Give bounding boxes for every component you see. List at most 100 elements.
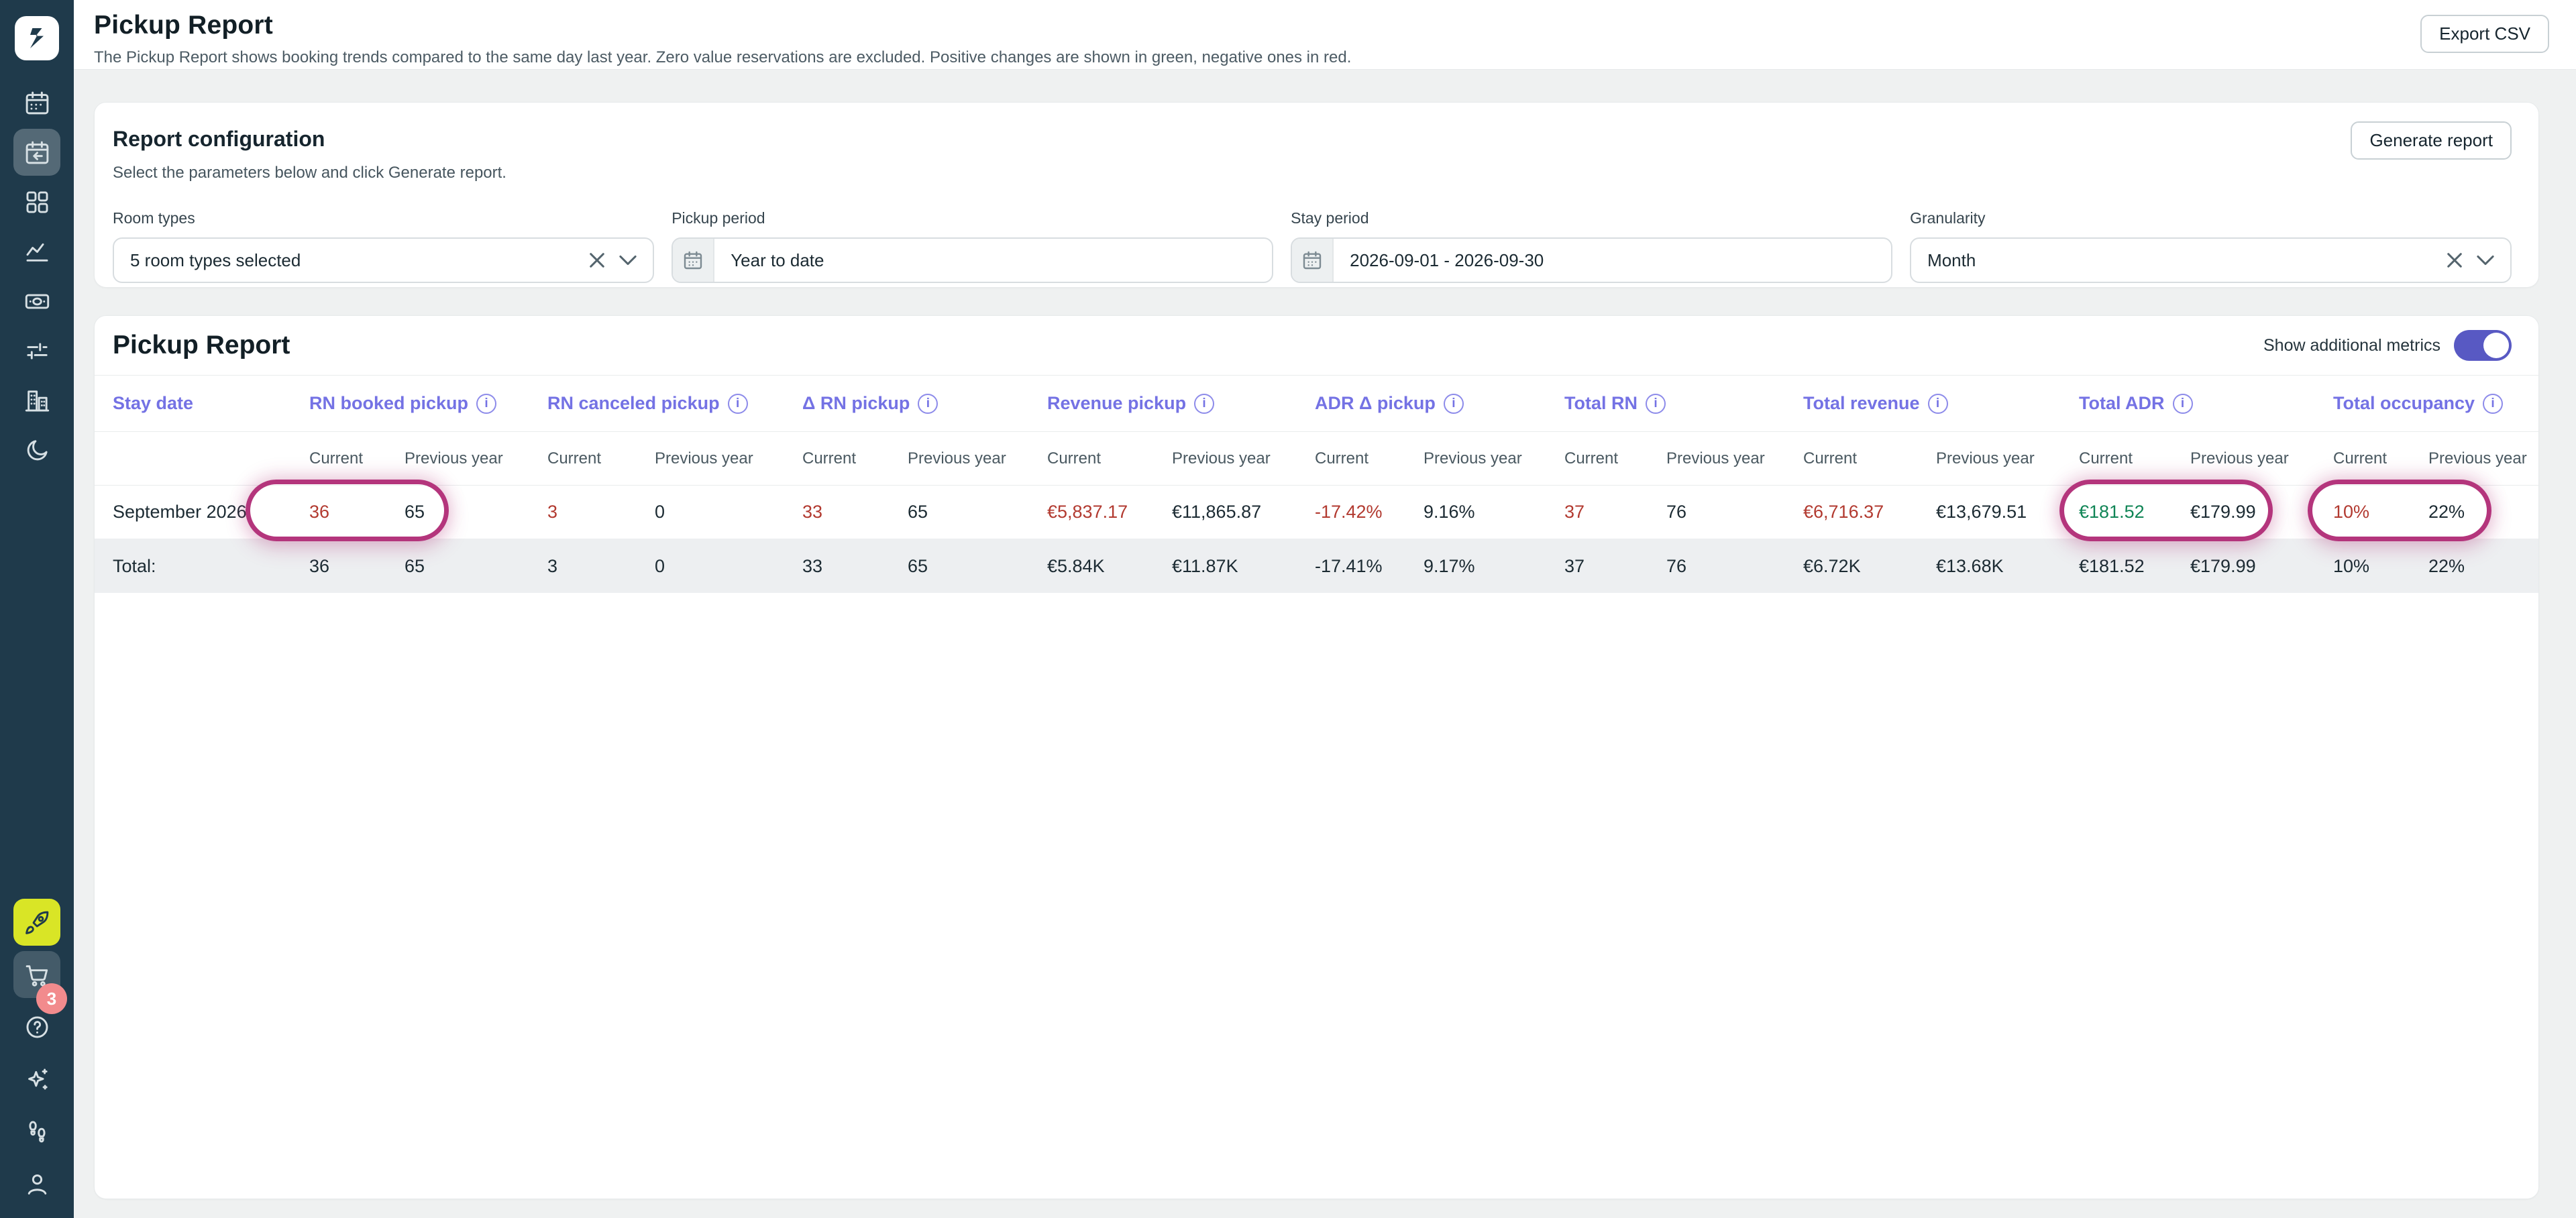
chevron-down-icon[interactable] <box>619 252 637 269</box>
sidebar-item-dark-mode[interactable] <box>13 427 60 474</box>
table-total-row: Total: 36 65 3 0 33 65 €5.84K €11.87K -1… <box>95 539 2538 593</box>
rn-canceled-current: 3 <box>547 502 558 522</box>
pickup-period-input[interactable]: Year to date <box>672 237 1274 283</box>
subheader-previous-year: Previous year <box>405 449 503 467</box>
total-adr-delta-current: -17.41% <box>1315 555 1383 576</box>
subheader-current: Current <box>309 449 364 467</box>
sidebar-item-launch[interactable] <box>13 899 60 946</box>
info-icon[interactable]: i <box>1646 393 1666 414</box>
column-header-stay-date[interactable]: Stay date <box>113 393 194 413</box>
subheader-current: Current <box>1315 449 1369 467</box>
config-fields: Room types 5 room types selected Pickup … <box>113 209 2512 283</box>
granularity-value: Month <box>1927 250 1976 270</box>
column-header-rn-booked-pickup[interactable]: RN booked pickup i <box>309 393 547 414</box>
sidebar-item-apps[interactable] <box>13 178 60 225</box>
sidebar-item-pickup-report[interactable] <box>13 129 60 176</box>
total-rn-booked-previous: 65 <box>405 555 425 576</box>
config-subtitle: Select the parameters below and click Ge… <box>113 164 506 182</box>
total-revenue-current: €6,716.37 <box>1803 502 1884 522</box>
sidebar-item-account[interactable] <box>13 1160 60 1207</box>
room-types-select[interactable]: 5 room types selected <box>113 237 655 283</box>
moon-icon <box>27 439 48 460</box>
page-header: Pickup Report The Pickup Report shows bo… <box>74 0 2576 70</box>
subheader-current: Current <box>1564 449 1619 467</box>
adr-delta-current: -17.42% <box>1315 502 1383 522</box>
granularity-label: Granularity <box>1910 209 1986 227</box>
rn-canceled-previous: 0 <box>655 502 665 522</box>
info-icon[interactable]: i <box>2483 393 2504 414</box>
delta-rn-previous: 65 <box>908 502 928 522</box>
info-icon[interactable]: i <box>476 393 497 414</box>
sidebar-item-help[interactable]: 3 <box>13 983 67 1050</box>
total-rn-previous: 76 <box>1666 502 1687 522</box>
total-total-revenue-previous: €13.68K <box>1936 555 2004 576</box>
info-icon[interactable]: i <box>1443 393 1464 414</box>
total-adr-current: €181.52 <box>2079 502 2145 522</box>
stay-period-input[interactable]: 2026-09-01 - 2026-09-30 <box>1291 237 1893 283</box>
sidebar-item-settings[interactable] <box>13 327 60 374</box>
column-header-total-rn[interactable]: Total RN i <box>1564 393 1803 414</box>
sidebar-item-analytics[interactable] <box>13 228 60 275</box>
export-csv-button[interactable]: Export CSV <box>2420 15 2549 53</box>
app-logo[interactable] <box>15 16 59 60</box>
granularity-field: Granularity Month <box>1910 209 2512 283</box>
report-header: Pickup Report Show additional metrics <box>95 316 2538 376</box>
subheader-current: Current <box>802 449 857 467</box>
subheader-previous-year: Previous year <box>1936 449 2035 467</box>
sidebar-nav-bottom: 3 <box>13 899 67 1207</box>
table-row-september-2026[interactable]: September 2026 36 65 3 0 33 65 €5,837.17… <box>95 486 2538 539</box>
subheader-previous-year: Previous year <box>2428 449 2527 467</box>
rocket-icon <box>25 911 48 934</box>
total-adr-previous: €179.99 <box>2190 502 2256 522</box>
sidebar-item-journey[interactable] <box>13 1108 60 1155</box>
total-rn-current: 37 <box>1564 502 1585 522</box>
total-revenue-previous: €13,679.51 <box>1936 502 2027 522</box>
toggle-knob <box>2483 333 2509 358</box>
column-header-rn-canceled-pickup[interactable]: RN canceled pickup i <box>547 393 802 414</box>
sliders-icon <box>26 342 48 359</box>
report-title: Pickup Report <box>113 331 290 359</box>
stay-date-value: September 2026 <box>113 502 247 522</box>
column-header-adr-delta-pickup[interactable]: ADR Δ pickup i <box>1315 393 1564 414</box>
subheader-current: Current <box>547 449 602 467</box>
column-header-total-revenue[interactable]: Total revenue i <box>1803 393 2079 414</box>
granularity-select[interactable]: Month <box>1910 237 2512 283</box>
total-rn-booked-current: 36 <box>309 555 330 576</box>
column-header-total-occupancy[interactable]: Total occupancy i <box>2333 393 2520 414</box>
generate-report-button[interactable]: Generate report <box>2351 121 2512 160</box>
stay-period-label: Stay period <box>1291 209 1369 227</box>
sidebar-item-ai[interactable] <box>13 1056 60 1103</box>
clear-icon[interactable] <box>588 252 606 269</box>
sidebar-nav-top <box>13 79 60 474</box>
sidebar-item-properties[interactable] <box>13 377 60 424</box>
info-icon[interactable]: i <box>1194 393 1215 414</box>
page-title: Pickup Report <box>94 11 273 40</box>
column-header-delta-rn-pickup[interactable]: Δ RN pickup i <box>802 393 1047 414</box>
sidebar-item-rates[interactable] <box>13 278 60 325</box>
show-additional-metrics-toggle[interactable] <box>2454 330 2512 361</box>
calendar-button[interactable] <box>1292 239 1334 282</box>
footprints-icon <box>28 1121 46 1142</box>
chevron-down-icon[interactable] <box>2477 252 2494 269</box>
info-icon[interactable]: i <box>727 393 748 414</box>
calendar-button[interactable] <box>673 239 715 282</box>
clear-icon[interactable] <box>2446 252 2463 269</box>
pickup-report-card: Pickup Report Show additional metrics St… <box>94 315 2539 1199</box>
table-group-header-row: Stay date RN booked pickup i RN canceled … <box>95 376 2538 432</box>
subheader-current: Current <box>1047 449 1102 467</box>
grid-icon <box>26 191 48 213</box>
column-header-revenue-pickup[interactable]: Revenue pickup i <box>1047 393 1315 414</box>
delta-rn-current: 33 <box>802 502 823 522</box>
total-total-occupancy-current: 10% <box>2333 555 2370 576</box>
subheader-previous-year: Previous year <box>1424 449 1522 467</box>
user-icon <box>28 1174 46 1195</box>
column-header-total-adr[interactable]: Total ADR i <box>2079 393 2333 414</box>
total-total-adr-current: €181.52 <box>2079 555 2145 576</box>
info-icon[interactable]: i <box>2172 393 2193 414</box>
info-icon[interactable]: i <box>1927 393 1948 414</box>
pickup-period-value: Year to date <box>731 250 824 270</box>
sidebar-item-calendar[interactable] <box>13 79 60 126</box>
info-icon[interactable]: i <box>918 393 938 414</box>
total-row-label: Total: <box>113 555 156 576</box>
notification-badge: 3 <box>36 983 67 1014</box>
